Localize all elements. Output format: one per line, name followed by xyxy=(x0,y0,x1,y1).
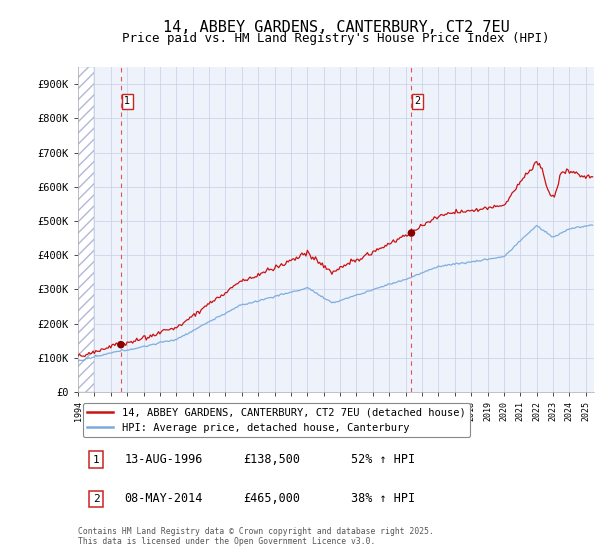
Text: £465,000: £465,000 xyxy=(243,492,300,505)
Point xyxy=(116,340,125,349)
Text: 14, ABBEY GARDENS, CANTERBURY, CT2 7EU: 14, ABBEY GARDENS, CANTERBURY, CT2 7EU xyxy=(163,20,509,35)
Point xyxy=(407,228,416,237)
Bar xyxy=(78,67,94,392)
Text: 52% ↑ HPI: 52% ↑ HPI xyxy=(352,453,416,466)
Text: Price paid vs. HM Land Registry's House Price Index (HPI): Price paid vs. HM Land Registry's House … xyxy=(122,32,550,45)
Text: 08-MAY-2014: 08-MAY-2014 xyxy=(124,492,203,505)
Text: 1: 1 xyxy=(92,455,100,465)
Text: 13-AUG-1996: 13-AUG-1996 xyxy=(124,453,203,466)
Text: 38% ↑ HPI: 38% ↑ HPI xyxy=(352,492,416,505)
Text: £138,500: £138,500 xyxy=(243,453,300,466)
Text: Contains HM Land Registry data © Crown copyright and database right 2025.
This d: Contains HM Land Registry data © Crown c… xyxy=(78,526,434,546)
Text: 2: 2 xyxy=(415,96,421,106)
Text: 2: 2 xyxy=(92,494,100,504)
Text: 1: 1 xyxy=(124,96,130,106)
Legend: 14, ABBEY GARDENS, CANTERBURY, CT2 7EU (detached house), HPI: Average price, det: 14, ABBEY GARDENS, CANTERBURY, CT2 7EU (… xyxy=(83,403,470,437)
